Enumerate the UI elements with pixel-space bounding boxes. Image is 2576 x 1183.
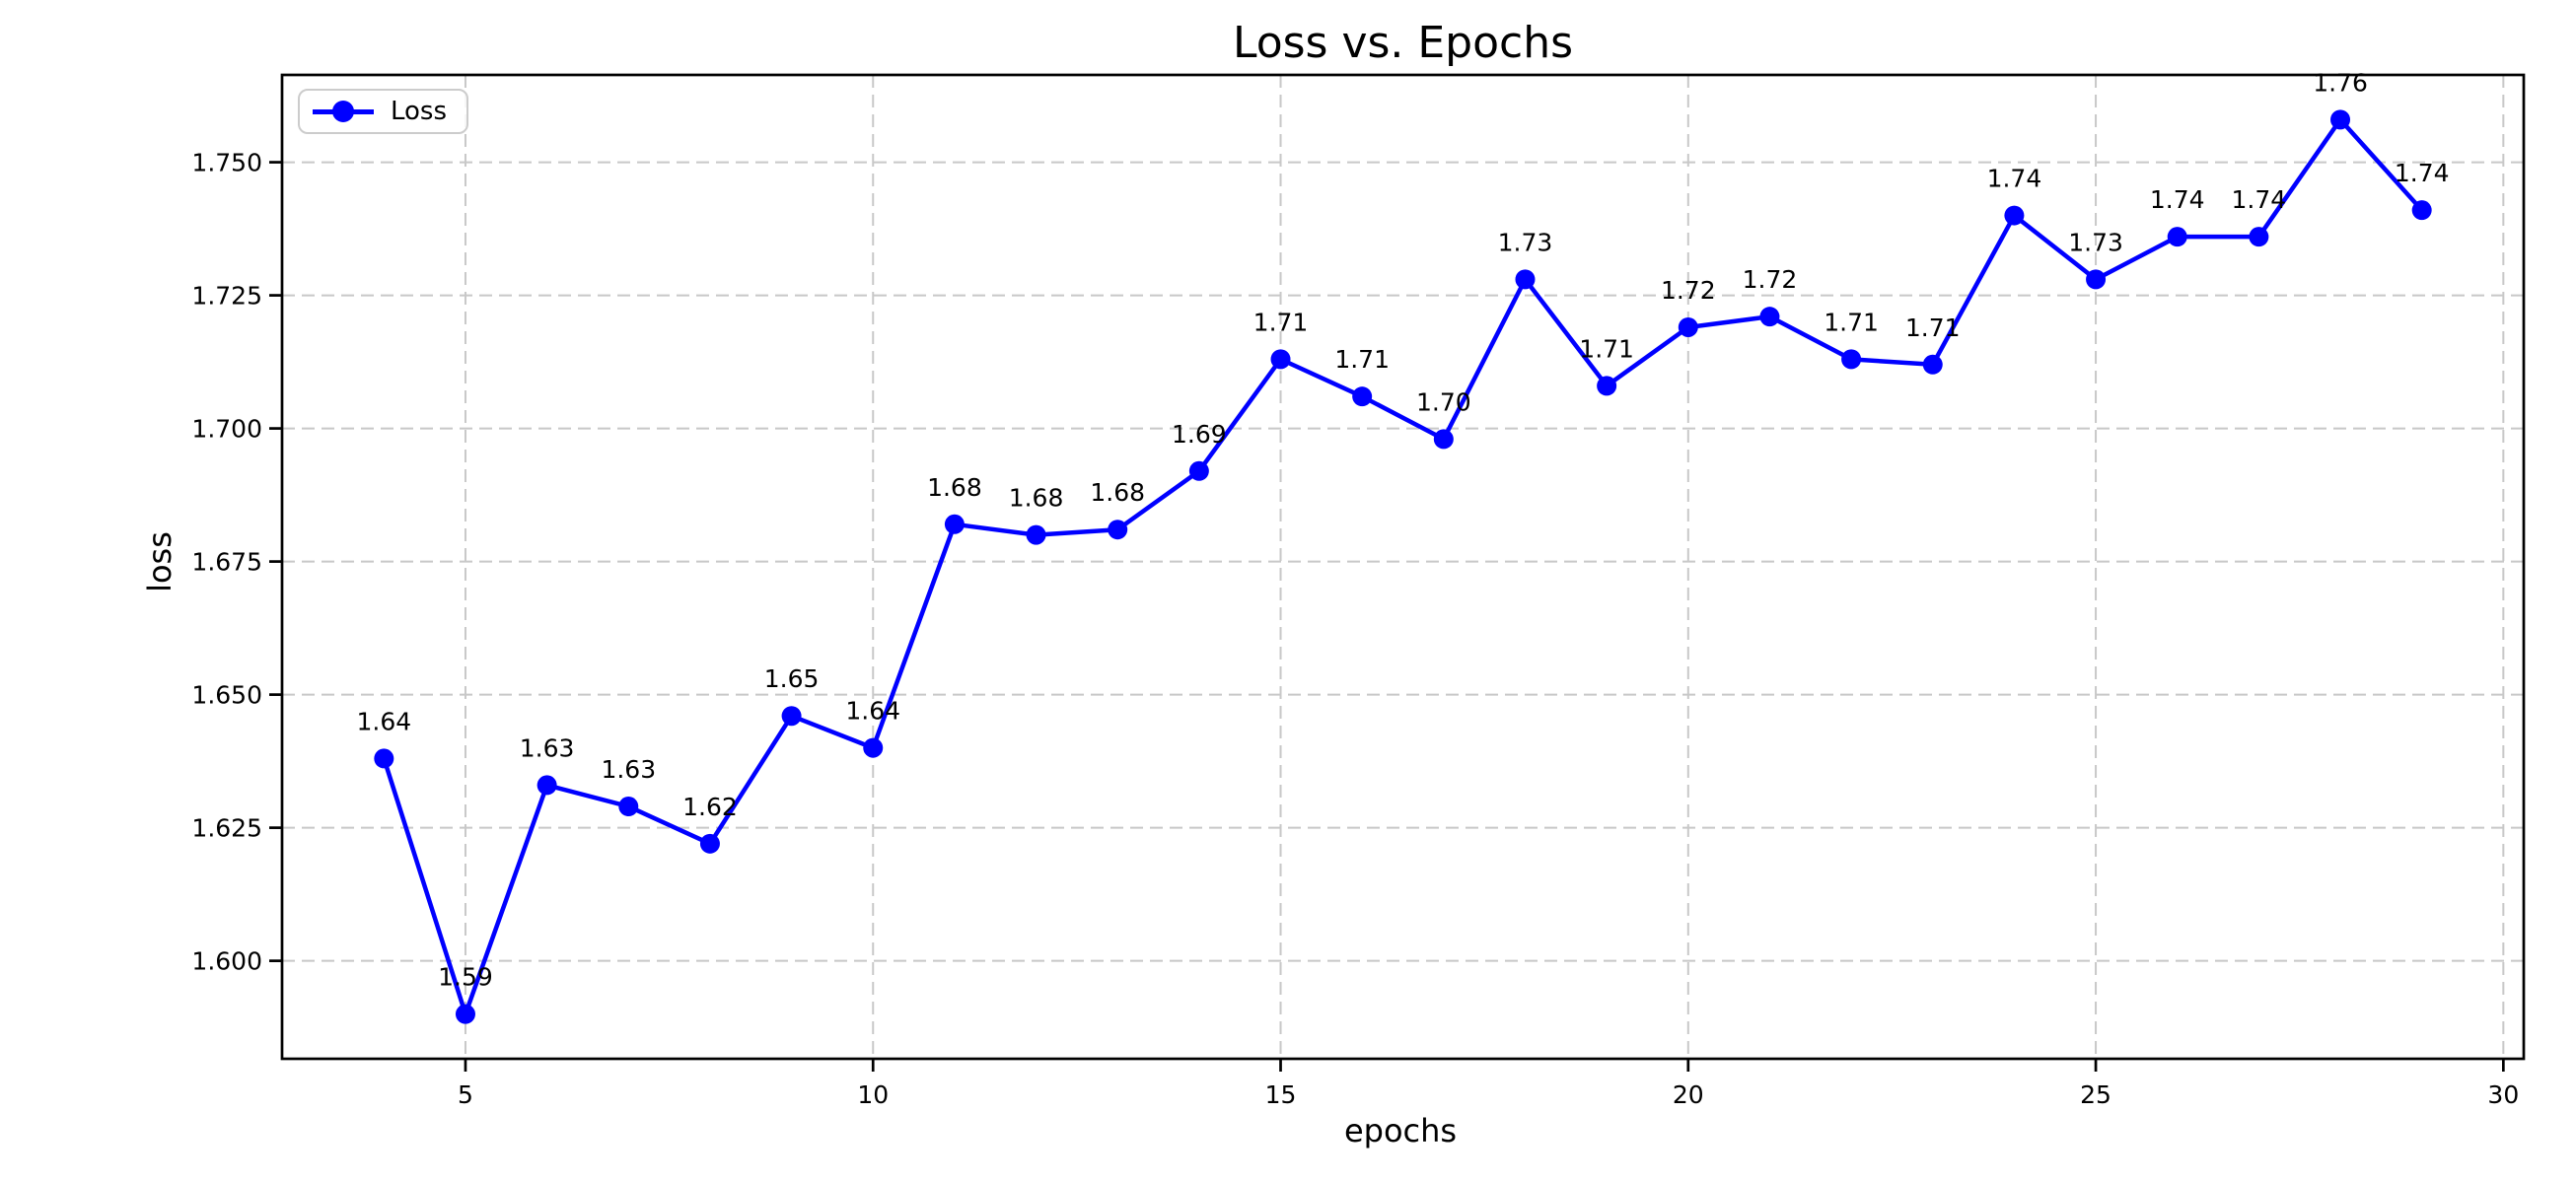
y-tick-label: 1.600	[191, 947, 262, 976]
data-point	[537, 775, 557, 796]
x-tick-label: 10	[857, 1080, 889, 1109]
data-point	[455, 1004, 475, 1024]
data-point-label: 1.72	[1661, 276, 1716, 305]
data-point-label: 1.71	[1579, 334, 1634, 363]
legend-label: Loss	[391, 97, 448, 126]
data-point-label: 1.71	[1905, 313, 1961, 342]
data-point	[1841, 349, 1862, 370]
data-point-label: 1.59	[438, 963, 493, 992]
y-tick-label: 1.625	[191, 814, 262, 843]
data-point	[1759, 307, 1780, 327]
data-point-label: 1.74	[2150, 185, 2205, 214]
data-point-label: 1.62	[682, 793, 738, 821]
legend-dot-icon	[332, 101, 354, 122]
data-point	[699, 833, 720, 854]
data-point-label: 1.63	[601, 755, 656, 784]
data-point-label: 1.71	[1253, 308, 1309, 336]
x-tick-label: 25	[2080, 1080, 2111, 1109]
data-point	[618, 797, 639, 817]
data-point	[1108, 520, 1128, 540]
data-point	[863, 737, 884, 758]
x-tick-label: 5	[458, 1080, 473, 1109]
data-point-label: 1.68	[927, 473, 982, 502]
data-point-label: 1.73	[2068, 228, 2123, 256]
data-point-label: 1.64	[845, 697, 900, 726]
data-point	[781, 706, 802, 727]
data-point-label: 1.63	[520, 733, 575, 762]
legend: Loss	[298, 89, 469, 134]
y-tick-label: 1.725	[191, 282, 262, 311]
data-point	[1433, 429, 1454, 450]
data-point	[1922, 354, 1943, 375]
data-point-label: 1.70	[1416, 387, 1471, 416]
data-point	[2167, 227, 2187, 247]
data-point-label: 1.74	[2395, 159, 2450, 187]
y-tick-label: 1.750	[191, 149, 262, 177]
y-tick-label: 1.700	[191, 415, 262, 444]
x-tick-label: 30	[2487, 1080, 2519, 1109]
data-point	[374, 748, 394, 769]
chart-title: Loss vs. Epochs	[1232, 18, 1574, 68]
legend-line-marker-icon	[313, 99, 374, 124]
data-point	[2086, 269, 2107, 290]
x-axis-label: epochs	[1343, 1112, 1458, 1149]
data-point-label: 1.73	[1498, 228, 1553, 256]
y-tick-label: 1.650	[191, 681, 262, 710]
x-tick-label: 15	[1265, 1080, 1297, 1109]
data-point-label: 1.64	[356, 707, 411, 735]
plot-border	[280, 73, 2526, 1061]
data-point	[1026, 524, 1046, 545]
data-point	[1515, 269, 1536, 290]
data-point-label: 1.69	[1172, 420, 1227, 449]
data-point-label: 1.74	[1987, 165, 2042, 193]
data-point-label: 1.68	[1009, 484, 1064, 513]
data-point	[1188, 460, 1209, 481]
loss-line	[382, 117, 2424, 1016]
data-point-label: 1.71	[1824, 308, 1879, 336]
x-tick-label: 20	[1673, 1080, 1704, 1109]
data-point	[2249, 227, 2269, 247]
data-point-label: 1.72	[1743, 265, 1798, 294]
data-point	[1678, 316, 1698, 337]
data-point	[2411, 200, 2432, 221]
data-point	[2330, 109, 2351, 130]
data-point-label: 1.74	[2232, 185, 2287, 214]
data-point	[1352, 386, 1373, 407]
data-point	[944, 514, 965, 534]
data-point	[1270, 349, 1291, 370]
data-point-label: 1.65	[764, 664, 820, 693]
data-point	[2004, 205, 2025, 226]
y-tick-label: 1.675	[191, 548, 262, 577]
data-point-label: 1.76	[2313, 68, 2368, 97]
y-axis-label: loss	[141, 531, 179, 592]
data-point-label: 1.68	[1090, 478, 1145, 507]
data-point	[1597, 376, 1617, 396]
data-point-label: 1.71	[1334, 345, 1390, 374]
